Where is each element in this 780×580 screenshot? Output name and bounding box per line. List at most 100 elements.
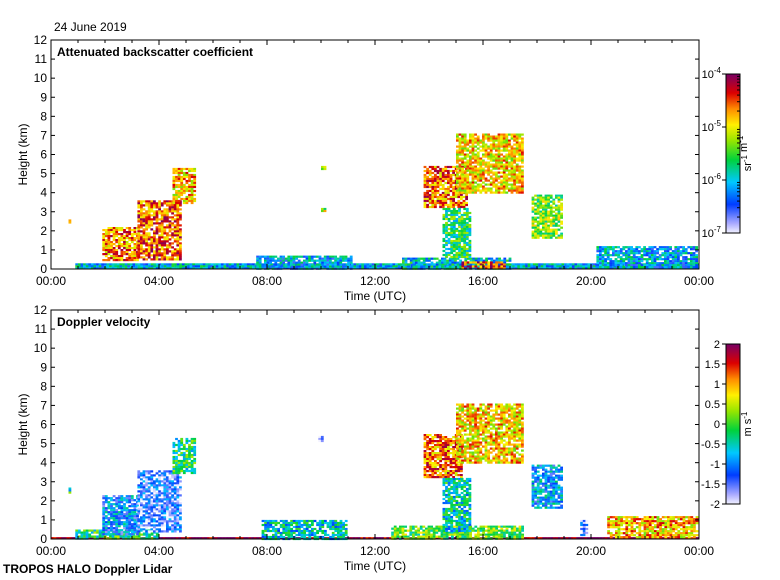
data-cell	[316, 259, 319, 262]
data-cell	[447, 247, 451, 251]
data-cell	[669, 256, 672, 259]
data-cell	[674, 252, 678, 255]
data-cell	[308, 533, 312, 537]
data-cell	[535, 263, 539, 266]
data-cell	[547, 212, 550, 215]
data-cell	[651, 260, 654, 263]
data-cell	[137, 263, 141, 266]
data-cell	[476, 185, 480, 188]
data-cell	[442, 231, 446, 235]
data-cell	[505, 169, 509, 172]
data-cell	[500, 141, 503, 144]
data-cell	[625, 264, 628, 267]
data-cell	[439, 167, 442, 171]
data-cell	[469, 155, 472, 158]
data-cell	[680, 532, 683, 535]
data-cell	[513, 151, 516, 154]
data-cell	[112, 243, 116, 246]
data-cell	[356, 265, 359, 268]
data-cell	[188, 173, 191, 177]
data-cell	[133, 229, 137, 232]
data-cell	[137, 236, 141, 239]
data-cell	[137, 244, 141, 247]
data-cell	[155, 222, 159, 225]
data-cell	[458, 157, 462, 160]
data-cell	[497, 157, 501, 160]
data-cell	[448, 263, 452, 266]
data-cell	[404, 535, 407, 538]
data-cell	[336, 265, 340, 268]
data-cell	[482, 531, 485, 534]
data-cell	[487, 265, 491, 268]
data-cell	[145, 252, 148, 255]
data-cell	[471, 137, 475, 140]
data-cell	[458, 191, 462, 194]
data-cell	[387, 263, 391, 266]
data-cell	[612, 534, 616, 537]
data-cell	[661, 254, 665, 257]
data-cell	[503, 525, 506, 528]
data-cell	[117, 255, 121, 258]
data-cell	[176, 234, 180, 237]
data-cell	[534, 230, 537, 233]
data-cell	[692, 246, 696, 249]
data-cell	[505, 181, 509, 184]
data-cell	[505, 141, 509, 144]
data-cell	[503, 257, 507, 260]
data-cell	[482, 141, 485, 144]
data-cell	[363, 537, 366, 540]
data-cell	[510, 191, 514, 194]
data-cell	[599, 262, 602, 265]
data-cell	[668, 267, 671, 270]
data-cell	[301, 265, 305, 268]
data-cell	[502, 179, 506, 182]
data-cell	[171, 267, 175, 270]
data-cell	[465, 253, 469, 257]
data-cell	[329, 263, 332, 266]
data-cell	[462, 203, 466, 207]
data-cell	[508, 165, 511, 168]
data-cell	[123, 245, 126, 248]
data-cell	[630, 264, 633, 267]
data-cell	[674, 248, 678, 251]
data-cell	[513, 135, 516, 138]
data-cell	[150, 250, 154, 253]
data-cell	[177, 175, 181, 179]
data-cell	[436, 199, 440, 203]
data-cell	[171, 218, 174, 221]
data-cell	[487, 533, 491, 536]
data-cell	[513, 525, 517, 528]
data-cell	[331, 255, 335, 258]
data-cell	[557, 206, 561, 209]
data-cell	[531, 226, 535, 229]
data-cell	[682, 246, 685, 249]
data-cell	[104, 229, 108, 232]
data-cell	[648, 524, 652, 527]
data-cell	[656, 264, 659, 267]
data-cell	[635, 532, 639, 535]
data-cell	[497, 133, 501, 136]
data-cell	[90, 267, 94, 270]
data-cell	[515, 141, 519, 144]
data-cell	[80, 531, 84, 534]
data-cell	[145, 250, 148, 253]
data-cell	[695, 254, 698, 257]
data-cell	[101, 267, 105, 270]
data-cell	[451, 261, 455, 264]
data-cell	[158, 202, 161, 205]
data-cell	[620, 532, 623, 535]
data-cell	[180, 179, 184, 183]
data-cell	[188, 199, 191, 203]
data-cell	[688, 267, 692, 270]
data-cell	[547, 537, 551, 540]
data-cell	[447, 169, 450, 173]
data-cell	[664, 534, 668, 537]
data-cell	[155, 267, 159, 270]
data-cell	[655, 267, 658, 270]
data-cell	[329, 259, 332, 262]
data-cell	[479, 527, 483, 530]
data-cell	[468, 211, 472, 215]
data-cell	[339, 259, 343, 262]
data-cell	[456, 159, 459, 162]
data-cell	[666, 250, 670, 253]
